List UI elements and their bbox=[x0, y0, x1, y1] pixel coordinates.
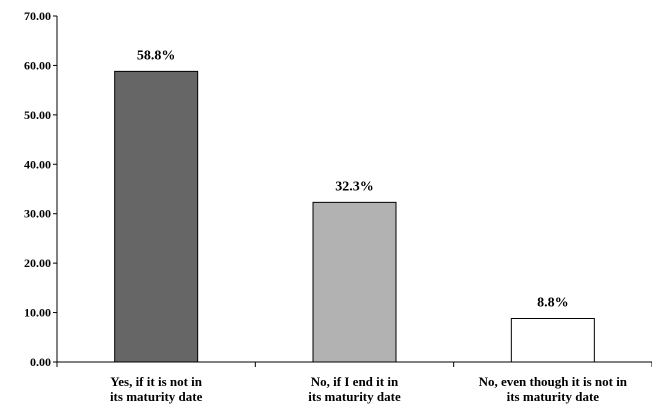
bars bbox=[114, 70, 595, 363]
y-tick-label: 50.00 bbox=[24, 108, 51, 122]
x-axis bbox=[56, 361, 652, 367]
data-label: 32.3% bbox=[335, 179, 374, 194]
x-tick-label: No, if I end it in bbox=[311, 374, 399, 389]
y-axis: 0.00 10.00 20.00 30.00 40.00 50.00 60.00 70.00 bbox=[24, 9, 58, 369]
data-label: 8.8% bbox=[537, 296, 569, 311]
bar bbox=[510, 318, 595, 363]
x-tick-label: its maturity date bbox=[308, 389, 401, 404]
x-tick-label: its maturity date bbox=[110, 389, 203, 404]
x-tick-label: Yes, if it is not in bbox=[110, 374, 203, 389]
y-tick-label: 20.00 bbox=[24, 256, 51, 270]
x-tick-label: No, even though it is not in bbox=[479, 374, 628, 389]
y-tick-label: 70.00 bbox=[24, 9, 51, 23]
y-tick-label: 60.00 bbox=[24, 58, 51, 72]
data-labels: 58.8% 32.3% 8.8% bbox=[137, 48, 569, 310]
data-label: 58.8% bbox=[137, 48, 176, 63]
bar bbox=[312, 201, 397, 363]
y-tick-label: 10.00 bbox=[24, 306, 51, 320]
y-tick-label: 0.00 bbox=[30, 355, 51, 369]
y-tick-label: 30.00 bbox=[24, 207, 51, 221]
bar bbox=[114, 70, 199, 363]
y-tick-label: 40.00 bbox=[24, 157, 51, 171]
x-tick-label: its maturity date bbox=[507, 389, 600, 404]
